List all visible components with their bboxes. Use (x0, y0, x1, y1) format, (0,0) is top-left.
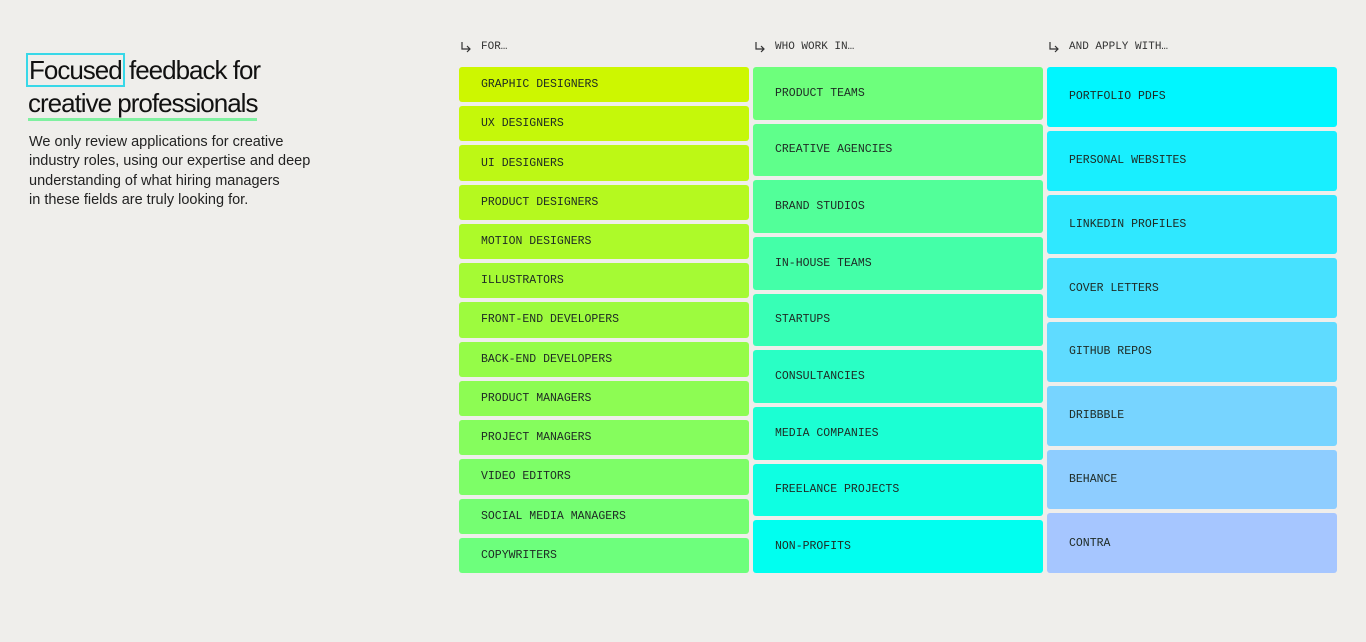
heading: Focused feedback for creative professiona… (26, 53, 261, 121)
body-line: We only review applications for creative (29, 134, 284, 150)
list-item: UI DESIGNERS (459, 145, 749, 181)
list-item: STARTUPS (753, 293, 1043, 347)
list-item: BRAND STUDIOS (753, 180, 1043, 233)
column-header: FOR… (481, 41, 508, 53)
list-item: UX DESIGNERS (459, 106, 749, 142)
list-item: LINKEDIN PROFILES (1047, 194, 1337, 255)
list-item: NON-PROFITS (753, 520, 1043, 573)
list-item: DRIBBBLE (1047, 385, 1337, 446)
arrow-icon (1049, 42, 1059, 53)
column-header: WHO WORK IN… (775, 41, 855, 53)
body-line: in these fields are truly looking for. (29, 192, 249, 209)
list-item: FREELANCE PROJECTS (753, 463, 1043, 517)
list-item: PRODUCT DESIGNERS (459, 184, 749, 220)
intro-body: We only review applications for creative… (29, 133, 310, 211)
list-item: GITHUB REPOS (1047, 322, 1337, 382)
list-item: CREATIVE AGENCIES (753, 123, 1043, 177)
list-item: VIDEO EDITORS (459, 459, 749, 495)
list-item: BEHANCE (1047, 449, 1337, 510)
list-item: ILLUSTRATORS (459, 263, 749, 299)
heading-highlight: Focused (26, 53, 125, 87)
list-item: BACK-END DEVELOPERS (459, 341, 749, 377)
list-item: GRAPHIC DESIGNERS (459, 67, 749, 103)
body-line: understanding of what hiring managers (29, 172, 280, 189)
list-item: PRODUCT TEAMS (753, 67, 1043, 120)
list-item: COPYWRITERS (459, 537, 749, 573)
body-line: industry roles, using our expertise and … (29, 153, 311, 170)
list-item: COVER LETTERS (1047, 258, 1337, 318)
arrow-icon (755, 42, 765, 53)
list-item: MOTION DESIGNERS (459, 223, 749, 260)
heading-underlined: creative professionals (28, 88, 258, 121)
list-item: PERSONAL WEBSITES (1047, 130, 1337, 191)
list-item: PORTFOLIO PDFS (1047, 67, 1337, 127)
list-item: CONTRA (1047, 513, 1337, 573)
list-item: IN-HOUSE TEAMS (753, 237, 1043, 290)
list-item: SOCIAL MEDIA MANAGERS (459, 498, 749, 534)
arrow-icon (461, 42, 471, 53)
heading-text: feedback for (128, 55, 261, 85)
list-item: MEDIA COMPANIES (753, 407, 1043, 460)
list-item: FRONT-END DEVELOPERS (459, 302, 749, 338)
list-item: PROJECT MANAGERS (459, 420, 749, 456)
list-item: PRODUCT MANAGERS (459, 380, 749, 417)
column-header: AND APPLY WITH… (1069, 41, 1169, 53)
list-item: CONSULTANCIES (753, 350, 1043, 403)
